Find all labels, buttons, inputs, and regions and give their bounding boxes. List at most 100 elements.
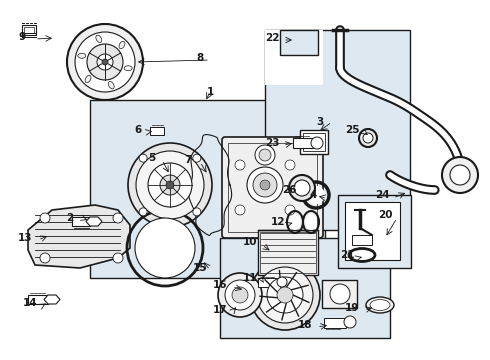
Bar — [260, 232, 316, 273]
Circle shape — [285, 205, 295, 215]
Circle shape — [277, 287, 293, 303]
Bar — [280, 30, 318, 55]
Text: 17: 17 — [213, 305, 227, 315]
Ellipse shape — [370, 300, 390, 310]
Ellipse shape — [78, 53, 86, 58]
Circle shape — [363, 133, 373, 143]
Ellipse shape — [366, 297, 394, 313]
Text: 16: 16 — [213, 280, 227, 290]
Circle shape — [225, 280, 255, 310]
Polygon shape — [86, 217, 102, 226]
Circle shape — [87, 44, 123, 80]
Circle shape — [311, 137, 323, 149]
Circle shape — [260, 180, 270, 190]
Text: 8: 8 — [196, 53, 204, 63]
Circle shape — [294, 180, 310, 196]
Circle shape — [235, 205, 245, 215]
Ellipse shape — [124, 66, 132, 71]
Circle shape — [40, 253, 50, 263]
Ellipse shape — [108, 81, 114, 89]
Circle shape — [450, 165, 470, 185]
Bar — [300, 130, 328, 154]
Circle shape — [113, 253, 123, 263]
Circle shape — [193, 208, 201, 216]
Ellipse shape — [96, 35, 102, 42]
Polygon shape — [44, 295, 60, 304]
Circle shape — [330, 284, 350, 304]
Circle shape — [253, 173, 277, 197]
Circle shape — [193, 154, 201, 162]
Circle shape — [344, 316, 356, 328]
Text: 7: 7 — [184, 155, 192, 165]
Text: 1: 1 — [206, 87, 214, 97]
Text: 18: 18 — [298, 320, 312, 330]
Bar — [220, 238, 390, 338]
Circle shape — [139, 208, 147, 216]
Circle shape — [307, 186, 325, 204]
Polygon shape — [28, 205, 130, 268]
Circle shape — [277, 277, 287, 287]
Bar — [293, 138, 313, 148]
Circle shape — [289, 175, 315, 201]
Circle shape — [160, 175, 180, 195]
Bar — [90, 100, 325, 278]
Text: 10: 10 — [243, 237, 257, 247]
Ellipse shape — [305, 214, 317, 230]
Circle shape — [250, 260, 320, 330]
Text: 20: 20 — [378, 210, 392, 220]
Circle shape — [135, 218, 195, 278]
Text: 9: 9 — [19, 32, 25, 42]
Text: 5: 5 — [148, 153, 156, 163]
Text: 11: 11 — [243, 273, 257, 283]
Circle shape — [359, 129, 377, 147]
Ellipse shape — [290, 214, 300, 230]
Text: 22: 22 — [265, 33, 279, 43]
Bar — [28, 295, 48, 304]
Circle shape — [128, 143, 212, 227]
Text: 26: 26 — [282, 185, 296, 195]
Text: 6: 6 — [134, 125, 142, 135]
Circle shape — [442, 157, 478, 193]
Circle shape — [218, 273, 262, 317]
Bar — [303, 133, 325, 151]
Circle shape — [136, 151, 204, 219]
Text: 19: 19 — [345, 303, 359, 313]
Text: 14: 14 — [23, 298, 37, 308]
Bar — [22, 25, 36, 35]
Circle shape — [259, 149, 271, 161]
Circle shape — [166, 181, 174, 189]
Circle shape — [75, 32, 135, 92]
Ellipse shape — [353, 251, 371, 259]
Circle shape — [139, 154, 147, 162]
Bar — [345, 202, 400, 260]
Text: 23: 23 — [265, 138, 279, 148]
Bar — [72, 217, 90, 226]
Circle shape — [67, 24, 143, 100]
Circle shape — [247, 167, 283, 203]
Circle shape — [113, 213, 123, 223]
Bar — [265, 30, 323, 85]
Text: 21: 21 — [340, 250, 354, 260]
Ellipse shape — [85, 75, 91, 83]
Text: 24: 24 — [375, 190, 390, 200]
Circle shape — [138, 221, 192, 275]
Ellipse shape — [119, 41, 125, 49]
Bar — [228, 143, 317, 232]
Circle shape — [232, 287, 248, 303]
Circle shape — [235, 160, 245, 170]
Bar — [352, 235, 372, 245]
Circle shape — [102, 59, 108, 65]
FancyBboxPatch shape — [222, 137, 323, 238]
Circle shape — [97, 54, 113, 70]
Bar — [258, 278, 278, 287]
Text: 4: 4 — [309, 190, 317, 200]
Bar — [338, 195, 411, 268]
Circle shape — [148, 163, 192, 207]
Text: 12: 12 — [271, 217, 285, 227]
Bar — [324, 318, 346, 328]
Bar — [258, 230, 318, 275]
Circle shape — [257, 267, 313, 323]
Circle shape — [267, 277, 303, 313]
Bar — [322, 280, 357, 308]
Text: 13: 13 — [18, 233, 32, 243]
